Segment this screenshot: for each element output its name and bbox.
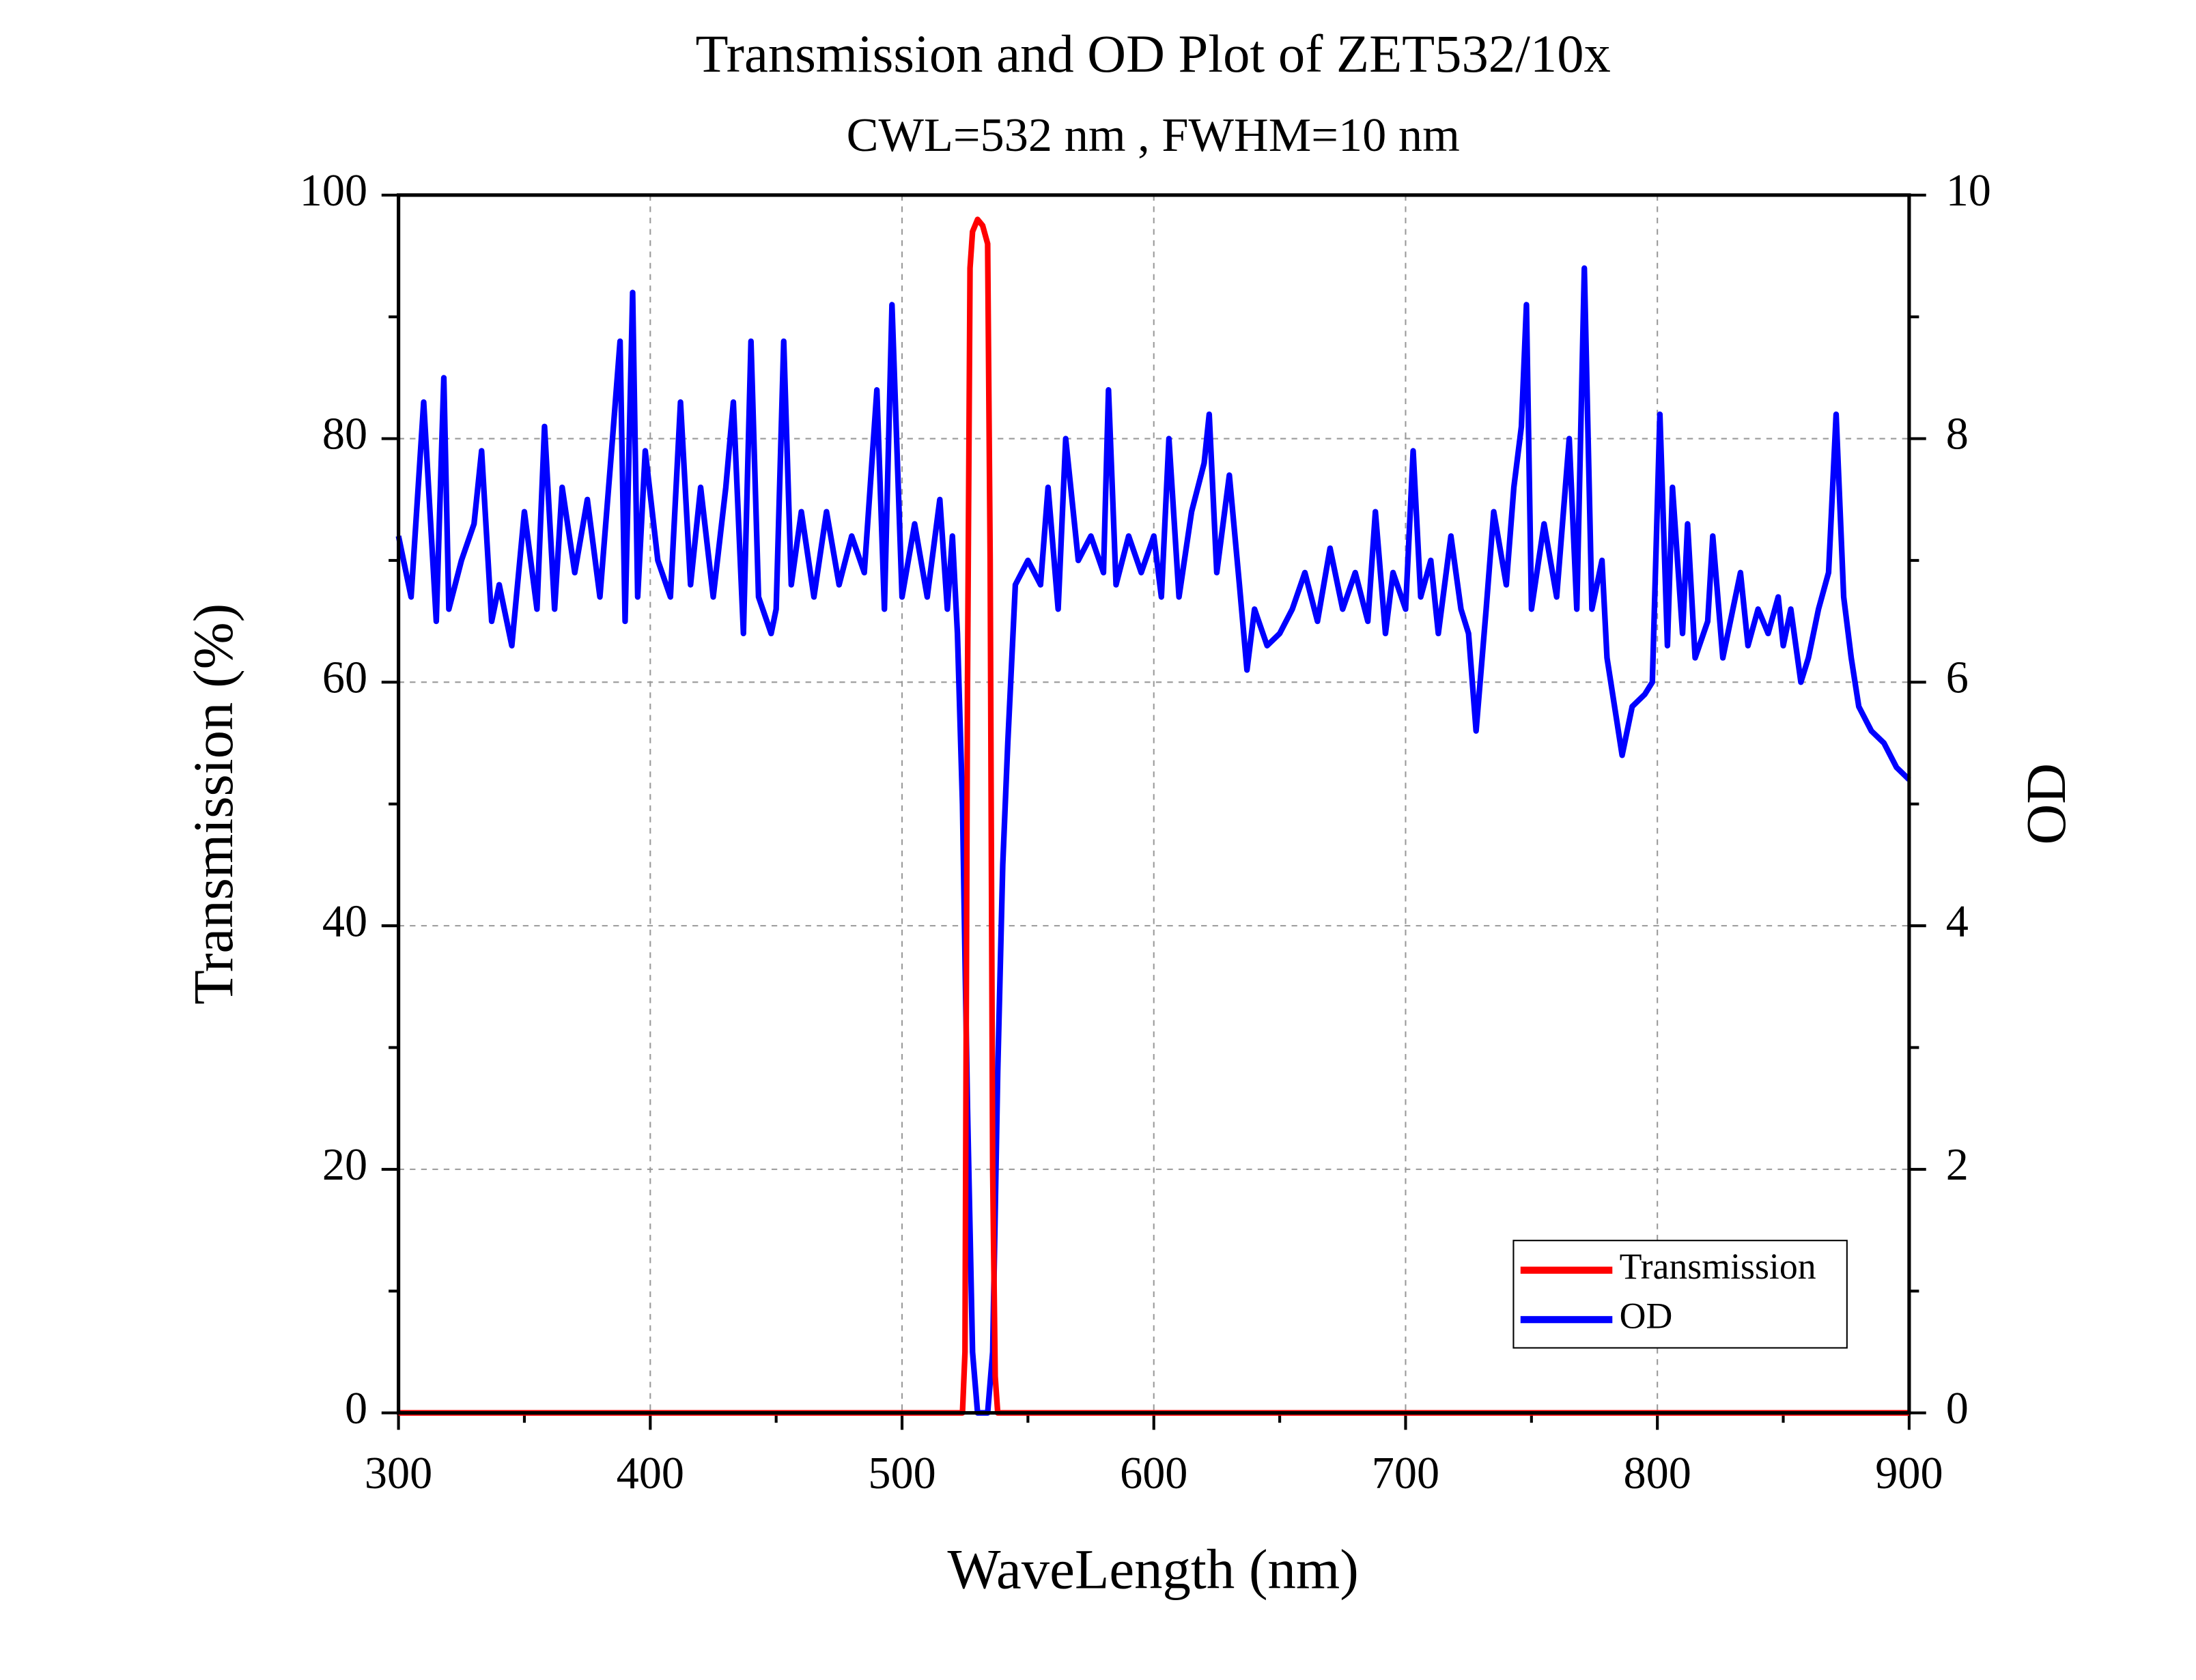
x-tick-label: 900 [1875, 1449, 1943, 1498]
y-tick-label: 0 [345, 1384, 367, 1434]
y2-axis-label: OD [2014, 763, 2077, 845]
y-axis-label: Transmission (%) [182, 603, 244, 1005]
y2-tick-label: 0 [1946, 1384, 1969, 1434]
y-tick-label: 40 [322, 896, 367, 946]
y2-tick-label: 4 [1946, 896, 1969, 946]
chart-subtitle: CWL=532 nm , FWHM=10 nm [847, 109, 1460, 162]
y2-tick-label: 8 [1946, 410, 1969, 459]
y-tick-label: 80 [322, 410, 367, 459]
data-line [398, 216, 1909, 1416]
x-tick-label: 700 [1372, 1449, 1439, 1498]
legend-label: Transmission [1620, 1246, 1816, 1287]
y-tick-label: 20 [322, 1140, 367, 1190]
y2-tick-label: 6 [1946, 653, 1969, 703]
x-axis-label: WaveLength (nm) [948, 1538, 1359, 1601]
plot-frame [397, 193, 1911, 1415]
legend-label: OD [1620, 1295, 1673, 1336]
chart-title: Transmission and OD Plot of ZET532/10x [696, 25, 1611, 84]
y-tick-label: 100 [300, 166, 367, 216]
y2-tick-label: 10 [1946, 166, 1991, 216]
legend-box [1512, 1240, 1848, 1349]
x-tick-label: 600 [1120, 1449, 1187, 1498]
x-tick-label: 300 [365, 1449, 432, 1498]
data-line [395, 265, 1911, 1416]
x-tick-label: 800 [1624, 1449, 1691, 1498]
x-tick-label: 400 [617, 1449, 684, 1498]
y2-tick-label: 2 [1946, 1140, 1969, 1190]
x-tick-label: 500 [868, 1449, 935, 1498]
y-tick-label: 60 [322, 653, 367, 703]
